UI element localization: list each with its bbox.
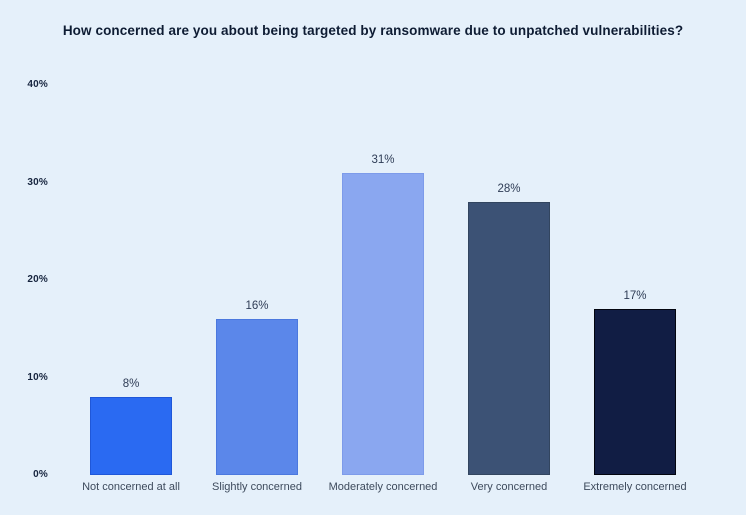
bar-category-label: Slightly concerned: [212, 481, 302, 493]
bar-column: 31% Moderately concerned: [320, 85, 446, 493]
bar-column: 28% Very concerned: [446, 85, 572, 493]
y-tick-label: 20%: [27, 274, 48, 285]
y-tick-label: 30%: [27, 176, 48, 188]
y-tick-label: 10%: [27, 371, 48, 383]
bar-column: 8% Not concerned at all: [68, 85, 194, 493]
chart-title: How concerned are you about being target…: [62, 23, 684, 38]
bar-column: 17% Extremely concerned: [572, 85, 698, 493]
bar-category-label: Very concerned: [470, 481, 548, 493]
bar-category-label: Extremely concerned: [583, 481, 687, 493]
bar: [216, 319, 298, 475]
bar-value-label: 16%: [245, 300, 269, 312]
bar: [594, 309, 676, 475]
y-tick-label: 0%: [33, 469, 48, 480]
bar-value-label: 8%: [122, 378, 140, 390]
y-axis: 0% 10% 20% 30% 40%: [0, 0, 48, 515]
bar-value-label: 28%: [497, 183, 521, 195]
y-tick-label: 40%: [27, 79, 48, 90]
bar: [90, 397, 172, 475]
bar-column: 16% Slightly concerned: [194, 85, 320, 493]
bar-value-label: 17%: [623, 290, 647, 302]
bar-value-label: 31%: [371, 154, 395, 166]
plot-area: 8% Not concerned at all 16% Slightly concer…: [68, 85, 698, 493]
bar: [342, 173, 424, 475]
bar-category-label: Not concerned at all: [82, 481, 180, 493]
bar: [468, 202, 550, 475]
bar-category-label: Moderately concerned: [328, 481, 438, 493]
